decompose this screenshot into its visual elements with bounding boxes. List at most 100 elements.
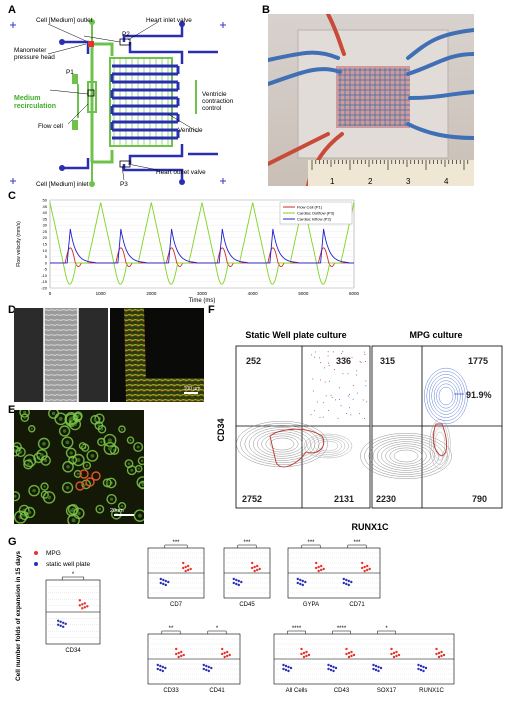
chart-y-tick: -5 [43,267,47,272]
g-dot-static [419,664,423,668]
g-dot-mpg [366,564,369,568]
g-category-label: RUNX1C [419,688,444,694]
g-dot-static [156,663,159,667]
chart-y-tick: 30 [43,223,48,228]
g-significance: *** [243,540,251,546]
g-dot-static [304,580,307,584]
g-dot-mpg [440,654,443,658]
g-dot-static [296,581,299,585]
g-category-label: CD34 [65,648,81,654]
g-dot-mpg [435,647,438,651]
g-dot-static [332,665,335,669]
g-dot-static [162,582,165,586]
g-dot-mpg [253,569,256,573]
label-heart-outlet: Heart outlet valve [156,169,206,176]
g-dot-static [372,663,375,667]
label-medium: Medium [14,95,40,102]
g-dot-static [287,669,290,673]
g-dot-static [377,665,380,669]
g-dot-static [372,667,375,671]
g-dot-mpg [361,566,364,570]
g-dot-mpg [320,568,323,572]
g-dot-mpg [302,655,306,659]
g-subplot: CD34 * [45,572,101,654]
chart-y-tick: -20 [41,286,48,291]
g-dot-static [419,668,423,672]
g-dot-mpg [251,561,254,565]
g-dot-mpg [83,602,87,605]
g-legend-static: static well plate [46,561,90,568]
chart-y-tick: 10 [43,248,48,253]
chart-y-tick: 50 [43,198,48,203]
g-dot-mpg [437,655,441,659]
g-category-label: CD33 [163,688,179,694]
g-dot-mpg [345,652,348,656]
g-legend-mpg: MPG [46,550,61,557]
g-dot-mpg [397,653,401,657]
label-manometer: Manometer [14,47,47,54]
g-dot-static [202,663,205,667]
g-dot-mpg [177,655,180,659]
g-dot-mpg [187,568,190,572]
g-dot-mpg [366,568,369,572]
g-dot-static [377,669,380,673]
g-significance: * [72,572,75,578]
g-dot-mpg [253,565,256,569]
g-dot-static [64,622,67,625]
g-ylabel: Cell number folds of expansion in 15 day… [15,551,22,681]
g-dot-mpg [317,569,320,573]
g-dot-static [156,667,159,671]
g-dot-mpg [363,569,366,573]
recirculation-loop [90,42,114,164]
g-dot-static [202,667,205,671]
chart-x-tick: 6000 [349,291,360,296]
g-dot-static [159,581,162,585]
chart-y-tick: -10 [41,273,48,278]
chart-x-tick: 2000 [146,291,157,296]
g-dot-mpg [258,567,261,571]
label-recirculation: recirculation [14,103,56,110]
g-dot-mpg [223,655,226,659]
g-subplot: CD33 ** CD41 * [147,626,241,694]
g-dot-static [59,624,62,627]
chart-series-line [50,247,354,268]
manometer-head [88,41,94,47]
g-dot-mpg [81,603,84,606]
g-dot-mpg [177,651,180,655]
corner-marks [10,22,226,184]
g-dot-static [164,579,167,583]
ruler-tick-4: 4 [444,177,449,186]
g-dot-static [329,668,333,672]
label-cell-outlet: Cell [Medium] outlet [36,17,93,24]
g-category-label: SOX17 [377,688,397,694]
g-legend: MPG static well plate [34,550,90,568]
f-left-q4: 2131 [334,494,354,504]
g-dot-mpg [184,565,187,569]
g-dot-mpg [221,647,224,651]
chart-xlabel: Time (ms) [189,298,216,304]
chart-x-tick: 1000 [96,291,107,296]
label-ventricle-control-2: contraction [202,98,234,105]
chart-legend-entry: Flow Cell (P1) [297,205,323,210]
g-dot-static [422,665,425,669]
ruler-tick-1: 1 [330,177,335,186]
g-dot-static [159,664,162,668]
device-photo: 1 2 3 4 [268,14,474,186]
chart-x-tick: 0 [49,291,52,296]
valve-p1 [87,89,95,97]
g-dot-mpg [81,607,84,610]
g-dot-static [417,667,420,671]
g-dot-mpg [184,569,187,573]
chart-x-tick: 3000 [197,291,208,296]
chart-x-tick: 4000 [248,291,259,296]
g-dot-mpg [300,652,303,656]
f-ylabel: CD34 [216,418,226,441]
g-dot-static [59,620,62,623]
g-dot-static [332,669,335,673]
label-p3: P3 [120,181,128,188]
g-dot-static [284,668,288,672]
g-dot-static [329,664,333,668]
chart-ylabel: Flow velocity (mm/s) [16,221,22,267]
g-dot-static [327,663,330,667]
g-dot-static [374,668,378,672]
